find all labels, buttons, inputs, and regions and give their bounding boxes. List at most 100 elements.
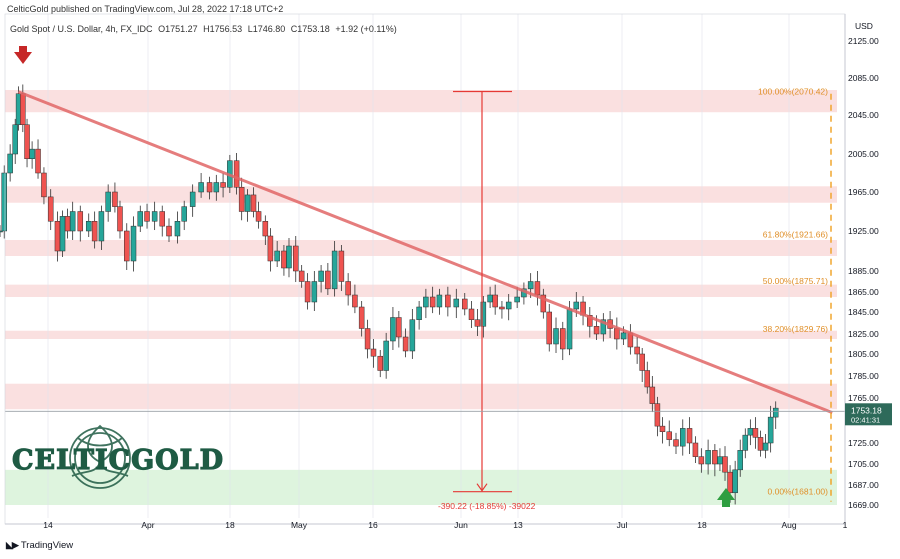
candle-body <box>705 450 711 465</box>
plot-frame <box>4 13 846 525</box>
candle-body <box>69 211 76 232</box>
candle-body <box>112 191 118 207</box>
candle-body <box>722 456 728 473</box>
x-tick-label: Apr <box>141 520 154 530</box>
last-price-tag <box>845 403 892 426</box>
candle-body <box>453 298 460 308</box>
candle-body <box>85 221 92 232</box>
candle-body <box>742 434 749 451</box>
candle-body <box>91 221 98 242</box>
candle-body <box>468 308 475 320</box>
y-tick-label: 1825.00 <box>848 329 879 339</box>
y-tick-label: 1845.00 <box>848 307 879 317</box>
candle-body <box>250 194 257 212</box>
candle-body <box>560 328 566 350</box>
y-tick-label: 1925.00 <box>848 226 879 236</box>
resistance-zone-1 <box>5 186 837 203</box>
y-tick-label: 1805.00 <box>848 349 879 359</box>
footer-brand: TradingView <box>20 540 74 551</box>
candle-body <box>144 211 150 222</box>
down-arrow-icon <box>14 46 32 64</box>
y-tick-label: 1705.00 <box>848 459 879 469</box>
candle-body <box>311 281 318 303</box>
candle-body <box>732 469 738 494</box>
fib-label-4: 0.00%(1681.00) <box>768 487 829 497</box>
resistance-zone-3 <box>5 284 837 297</box>
x-tick-label: Jun <box>454 520 468 530</box>
fib-label-1: 61.80%(1921.66) <box>763 229 828 239</box>
candle-body <box>593 326 600 335</box>
candle-body <box>24 124 30 159</box>
candle-body <box>692 442 699 457</box>
candle-body <box>680 428 686 447</box>
candle-body <box>546 311 552 345</box>
resistance-zone-4 <box>5 330 837 339</box>
y-tick-label: 1785.00 <box>848 371 879 381</box>
candle-body <box>527 281 534 290</box>
candle-body <box>159 211 165 227</box>
candle-body <box>7 153 13 174</box>
ohlc-high: H1756.53 <box>203 24 243 34</box>
candle-body <box>534 281 541 296</box>
candle-body <box>206 182 213 193</box>
candle-body <box>499 306 505 310</box>
x-tick-label: 18 <box>697 520 707 530</box>
candle-body <box>383 340 389 371</box>
candle-body <box>35 148 41 174</box>
y-tick-label: 1725.00 <box>848 438 879 448</box>
candle-body <box>41 172 47 198</box>
candle-body <box>345 281 351 296</box>
last-price-value: 1753.18 <box>851 405 882 415</box>
candle-body <box>298 270 305 282</box>
candle-body <box>213 182 220 193</box>
candle-body <box>370 348 377 357</box>
candle-body <box>59 216 66 252</box>
candle-body <box>717 456 723 465</box>
resistance-zone-2 <box>5 240 837 256</box>
fib-label-2: 50.00%(1875.71) <box>763 276 828 286</box>
candle-body <box>423 296 429 308</box>
candle-body <box>124 230 130 262</box>
candle-body <box>620 332 627 340</box>
candle-body <box>281 250 287 269</box>
candle-body <box>752 428 759 438</box>
candle-body <box>151 211 158 222</box>
ohlc-close: C1753.18 <box>290 24 330 34</box>
candle-body <box>181 206 187 222</box>
y-tick-label: 1965.00 <box>848 187 879 197</box>
candle-body <box>492 294 498 308</box>
y-tick-label: 2045.00 <box>848 110 879 120</box>
candle-body <box>233 160 240 188</box>
candle-body <box>698 456 705 465</box>
candle-body <box>600 319 607 335</box>
x-tick-label: 16 <box>368 520 378 530</box>
candle-body <box>304 281 311 303</box>
candle-body <box>137 211 144 227</box>
candle-body <box>98 211 105 242</box>
candle-body <box>540 294 547 313</box>
ohlc-open: O1751.27 <box>158 24 198 34</box>
candle-body <box>573 301 580 310</box>
candle-body <box>429 296 436 308</box>
candle-body <box>514 296 520 303</box>
tradingview-icon: ◣▶ <box>6 540 19 550</box>
candle-body <box>274 250 280 262</box>
drawing-overlays: -390.22 (-18.85%) -39022 100.00%(2070.42)… <box>5 46 845 511</box>
candle-body <box>117 206 123 232</box>
candle-body <box>64 216 71 232</box>
celtic-knot-icon <box>69 424 131 489</box>
candle-body <box>772 407 779 418</box>
candle-body <box>737 450 743 471</box>
celticgold-logo: CELTICGOLD <box>11 418 224 496</box>
price-axis: USD 2125.00 2085.00 2045.00 2005.00 1965.00 19… <box>4 13 892 530</box>
candle-body <box>654 403 661 427</box>
candle-body <box>255 211 262 222</box>
candle-body <box>767 416 774 444</box>
logo-text: CELTICGOLD <box>11 444 225 476</box>
candle-body <box>762 442 769 451</box>
candle-body <box>614 328 620 340</box>
candle-body <box>659 425 666 432</box>
candle-body <box>0 230 3 233</box>
candle-body <box>566 308 573 350</box>
